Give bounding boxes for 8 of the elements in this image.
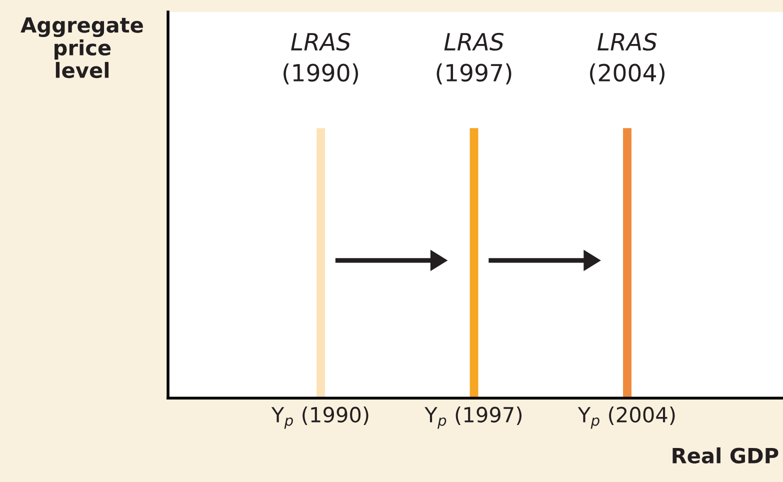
y-axis-title: Aggregate price level [20, 17, 143, 78]
x-tick-label: Y$_{p}$ (2004) [578, 406, 675, 429]
x-axis-title: Real GDP [672, 447, 778, 464]
x-tick-label: Y$_{p}$ (1997) [424, 406, 522, 429]
annotation: LRAS (2004) [590, 32, 664, 84]
annotation: LRAS (1990) [284, 32, 358, 84]
annotation: LRAS (1997) [436, 32, 512, 84]
x-tick-label: Y$_{p}$ (1990) [271, 406, 368, 429]
